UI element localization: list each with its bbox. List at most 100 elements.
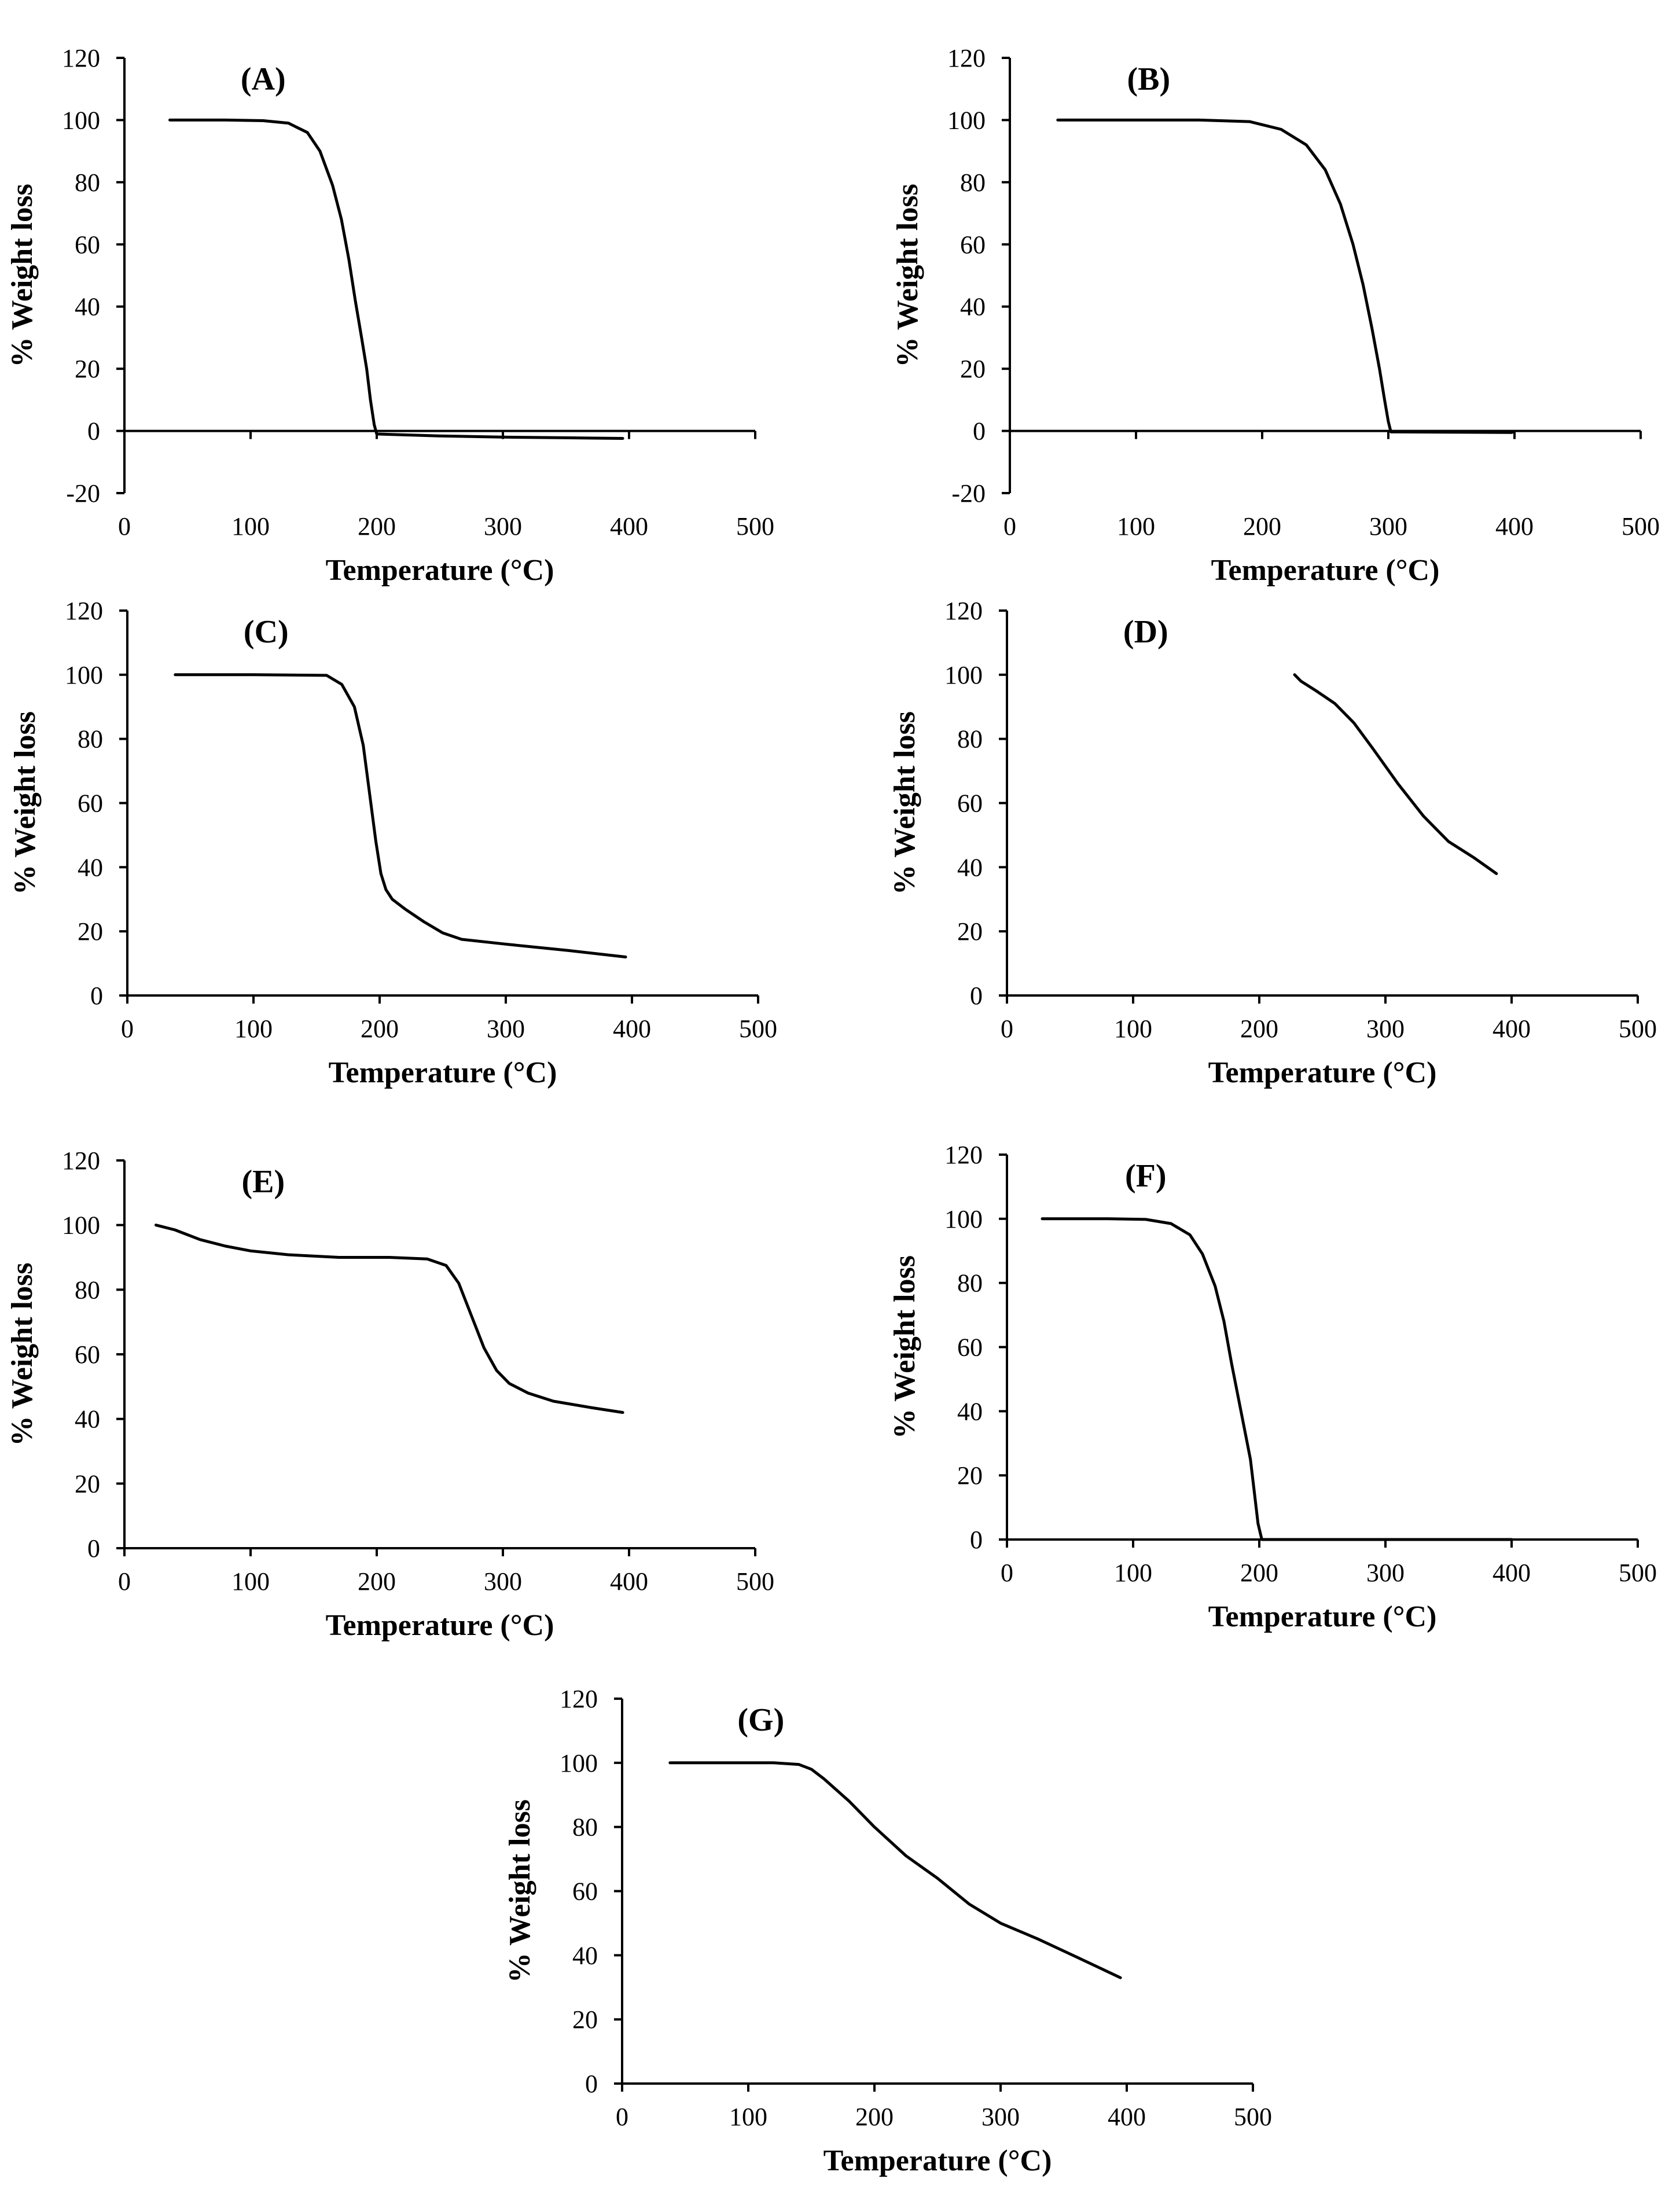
x-axis-title-a: Temperature (°C) [326,554,554,587]
y-tick-label-a: 0 [87,417,100,446]
y-tick-label-a: 20 [75,355,100,383]
panel-label-d: (D) [1123,614,1168,650]
y-tick-label-a: -20 [66,479,100,508]
y-tick-label-c: 20 [78,917,103,946]
x-tick-label-a: 300 [484,512,522,541]
y-tick-label-a: 100 [62,106,100,134]
y-tick-label-b: 0 [973,417,986,446]
y-tick-label-d: 40 [957,853,983,881]
y-tick-label-d: 120 [944,597,983,625]
y-tick-label-a: 40 [75,293,100,321]
chart-panel-a: -20 0 20 40 60 80 100 120 0 100 200 300 400 500 Temper… [6,44,774,587]
y-tick-label-d: 0 [970,982,983,1010]
y-tick-label-d: 80 [957,725,983,754]
x-tick-label-a: 100 [231,512,270,541]
x-axis-title-c: Temperature (°C) [329,1056,557,1089]
x-tick-label-e: 200 [358,1567,396,1596]
series-line-c [174,673,627,958]
x-tick-label-a: 200 [358,512,396,541]
x-tick-label-f: 500 [1619,1559,1657,1587]
x-tick-label-g: 0 [616,2103,628,2131]
series-line-a [168,118,624,440]
y-tick-label-c: 60 [78,789,103,818]
y-tick-label-d: 100 [944,661,983,689]
y-tick-label-f: 100 [944,1205,983,1233]
x-axis-title-d: Temperature (°C) [1208,1056,1437,1089]
y-tick-label-b: 80 [960,168,986,197]
y-axis-title-c: % Weight loss [9,711,42,895]
y-tick-label-f: 40 [957,1397,983,1426]
panel-label-e: (E) [241,1164,285,1200]
y-tick-label-g: 0 [585,2070,598,2098]
y-tick-label-f: 20 [957,1461,983,1490]
y-axis-title-b: % Weight loss [891,184,924,368]
x-tick-label-a: 400 [610,512,648,541]
panel-label-b: (B) [1127,61,1170,97]
y-tick-label-b: 120 [947,44,986,72]
y-axis-title-a: % Weight loss [6,184,39,368]
y-axis-title-d: % Weight loss [888,711,921,895]
y-tick-label-f: 0 [970,1526,983,1554]
x-tick-label-c: 300 [487,1015,525,1043]
x-tick-label-f: 100 [1114,1559,1152,1587]
y-tick-label-c: 100 [65,661,103,689]
y-tick-label-b: 100 [947,106,986,134]
x-tick-label-c: 500 [739,1015,777,1043]
x-tick-label-e: 100 [231,1567,270,1596]
x-tick-label-g: 300 [981,2103,1020,2131]
x-tick-label-g: 100 [729,2103,767,2131]
x-tick-label-d: 400 [1492,1015,1531,1043]
y-tick-label-b: 60 [960,230,986,259]
chart-panel-c: 0 20 40 60 80 100 120 0 100 200 300 400 500 Temperatu… [9,597,777,1089]
y-tick-label-e: 120 [62,1147,100,1175]
x-tick-label-c: 400 [613,1015,651,1043]
panel-label-a: (A) [241,61,286,97]
x-tick-label-e: 300 [484,1567,522,1596]
x-tick-label-c: 200 [361,1015,399,1043]
series-line-f [1041,1217,1513,1541]
y-tick-label-f: 80 [957,1269,983,1298]
y-axis-title-e: % Weight loss [6,1263,39,1446]
y-tick-label-b: -20 [951,479,986,508]
y-tick-label-c: 120 [65,597,103,625]
x-axis-title-b: Temperature (°C) [1211,554,1440,587]
x-axis-title-f: Temperature (°C) [1208,1600,1437,1633]
x-tick-label-e: 400 [610,1567,648,1596]
series-line-d [1293,673,1498,875]
panel-label-g: (G) [737,1702,784,1738]
chart-panel-f: 0 20 40 60 80 100 120 0 100 200 300 400 500 Temperatu… [888,1141,1657,1633]
chart-panel-g: 0 20 40 60 80 100 120 0 100 200 300 400 500 Temperatu… [503,1685,1272,2177]
x-axis-title-g: Temperature (°C) [824,2144,1052,2177]
series-line-g [668,1761,1122,1979]
x-tick-label-e: 500 [736,1567,774,1596]
y-tick-label-b: 40 [960,293,986,321]
y-tick-label-a: 120 [62,44,100,72]
x-tick-label-b: 0 [1003,512,1016,541]
y-tick-label-d: 20 [957,917,983,946]
y-tick-label-e: 100 [62,1211,100,1240]
y-tick-label-g: 80 [572,1813,598,1842]
x-tick-label-g: 200 [855,2103,894,2131]
y-tick-label-c: 40 [78,853,103,881]
y-tick-label-e: 80 [75,1276,100,1304]
x-tick-label-d: 200 [1240,1015,1278,1043]
y-tick-label-e: 0 [87,1534,100,1563]
y-tick-label-g: 60 [572,1878,598,1906]
y-tick-label-g: 40 [572,1941,598,1970]
panel-label-f: (F) [1125,1158,1167,1194]
x-tick-label-f: 0 [1001,1559,1013,1587]
x-tick-label-b: 300 [1369,512,1407,541]
x-axis-title-e: Temperature (°C) [326,1609,554,1642]
y-tick-label-f: 60 [957,1333,983,1362]
x-tick-label-b: 500 [1622,512,1660,541]
y-tick-label-g: 20 [572,2005,598,2034]
x-tick-label-a: 0 [118,512,131,541]
x-tick-label-g: 400 [1108,2103,1146,2131]
y-tick-label-g: 100 [560,1749,598,1777]
y-tick-label-c: 0 [90,982,103,1010]
y-axis-title-g: % Weight loss [503,1799,536,1983]
y-tick-label-c: 80 [78,725,103,754]
y-tick-label-a: 80 [75,168,100,197]
y-tick-label-b: 20 [960,355,986,383]
x-tick-label-b: 400 [1495,512,1534,541]
